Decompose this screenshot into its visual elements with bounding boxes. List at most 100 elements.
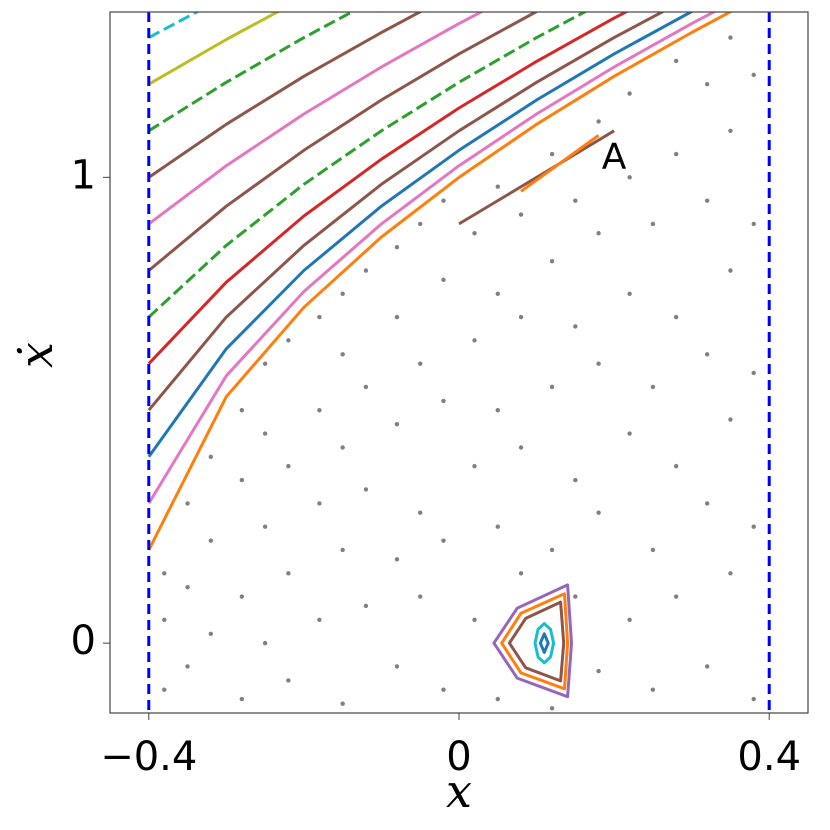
sea-point — [495, 184, 500, 189]
sea-point — [340, 352, 345, 357]
trajectory — [148, 12, 200, 39]
sea-point — [596, 119, 601, 124]
sea-point — [286, 463, 291, 469]
sea-point — [518, 314, 524, 320]
sea-point — [596, 668, 601, 674]
sea-point — [650, 687, 656, 692]
trajectory — [147, 12, 485, 226]
sea-point — [418, 361, 423, 366]
sea-point — [363, 603, 369, 609]
sea-point — [239, 594, 245, 599]
sea-point — [728, 128, 733, 133]
sea-point — [418, 221, 423, 227]
sea-point — [596, 510, 601, 515]
sea-point — [549, 384, 555, 390]
x-tick-label: 0.4 — [737, 734, 801, 780]
y-tick-label: 0 — [71, 618, 96, 664]
sea-point — [262, 431, 268, 436]
sea-point — [286, 678, 291, 683]
trajectory — [147, 12, 695, 458]
y-axis-label: ẋ — [9, 342, 63, 368]
sea-point — [495, 524, 500, 529]
sea-point — [262, 361, 268, 366]
sea-point — [704, 664, 710, 669]
trajectory — [520, 134, 600, 193]
sea-point — [441, 198, 446, 203]
sea-point — [162, 571, 167, 576]
sea-point — [495, 696, 500, 702]
sea-point — [208, 538, 214, 543]
sea-point — [704, 81, 710, 87]
island-loop — [507, 600, 566, 683]
sea-point — [573, 594, 578, 599]
sea-point — [573, 198, 578, 203]
sea-point — [751, 524, 756, 529]
sea-point — [673, 151, 679, 157]
sea-point — [418, 594, 423, 599]
sea-point — [650, 384, 656, 390]
sea-point — [441, 277, 446, 283]
sea-point — [317, 501, 322, 506]
sea-point — [549, 706, 555, 711]
trajectory — [458, 129, 615, 226]
sea-point — [239, 477, 245, 483]
sea-point — [549, 547, 555, 553]
sea-point — [573, 324, 578, 329]
sea-point — [239, 408, 245, 413]
sea-point — [472, 617, 477, 623]
sea-point — [317, 314, 322, 320]
sea-point — [363, 268, 369, 273]
sea-point — [573, 477, 578, 483]
sea-point — [317, 408, 322, 413]
sea-point — [673, 463, 679, 469]
sea-point — [673, 594, 679, 599]
sea-point — [340, 445, 345, 450]
sea-point — [162, 617, 167, 623]
sea-point — [627, 617, 632, 623]
sea-point — [596, 361, 601, 366]
sea-point — [650, 221, 656, 227]
sea-point — [340, 291, 345, 296]
sea-point — [185, 664, 190, 669]
trajectory — [147, 12, 538, 272]
trajectory — [147, 12, 423, 179]
sea-point — [208, 454, 214, 460]
sea-point — [495, 291, 500, 296]
sea-point — [262, 640, 268, 646]
sea-point — [751, 370, 756, 376]
sea-point — [441, 538, 446, 543]
sea-point — [518, 445, 524, 450]
sea-point — [549, 258, 555, 264]
sea-point — [549, 151, 555, 157]
sea-point — [394, 664, 400, 669]
trajectory — [147, 12, 734, 551]
trajectory — [148, 12, 281, 86]
sea-point — [673, 314, 679, 320]
sea-point — [394, 314, 400, 320]
sea-point — [518, 212, 524, 217]
sea-point — [418, 510, 423, 515]
x-axis-label: x — [446, 764, 472, 818]
sea-point — [185, 501, 190, 506]
sea-point — [472, 463, 477, 469]
trajectory — [147, 12, 666, 412]
x-tick-label: 0 — [446, 734, 471, 780]
island-loop — [500, 592, 570, 691]
sea-point — [441, 398, 446, 404]
trajectory — [147, 12, 630, 365]
sea-point — [751, 72, 756, 78]
sea-point — [394, 245, 400, 250]
plot-area — [147, 12, 771, 713]
x-tick-label: −0.4 — [100, 734, 197, 780]
sea-point — [363, 487, 369, 492]
sea-point — [751, 696, 756, 702]
sea-point — [596, 231, 601, 236]
sea-point — [208, 631, 214, 637]
island-loop — [538, 632, 550, 654]
island-loop — [533, 622, 556, 665]
sea-point — [286, 338, 291, 343]
sea-point — [495, 408, 500, 413]
trajectory — [147, 12, 588, 319]
sea-point — [627, 431, 632, 436]
